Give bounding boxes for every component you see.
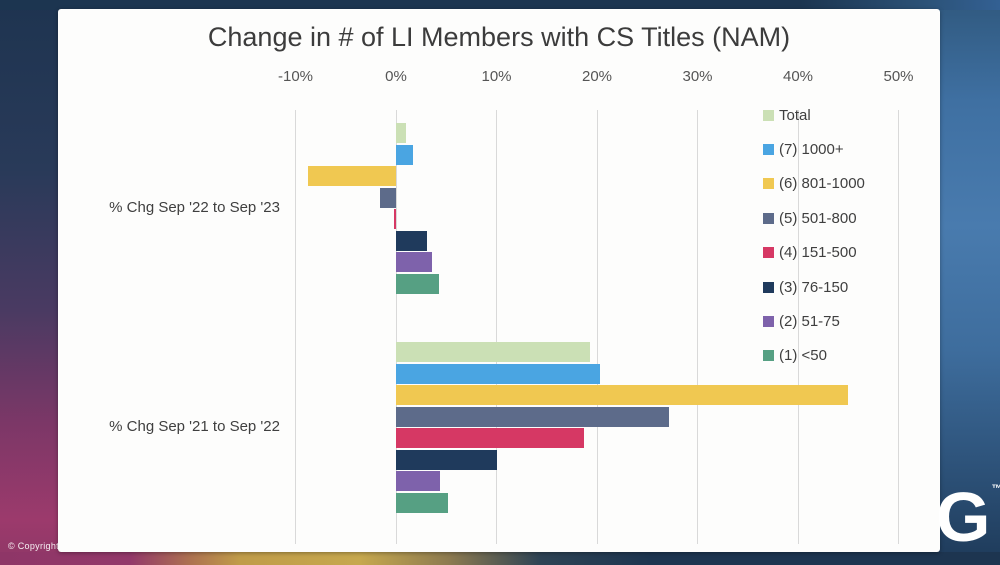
bar-7-1000-sep22-23 [396,144,414,165]
brand-logo: G™ [936,482,1000,552]
bar-6-801-1000-sep22-23 [307,166,396,187]
logo-letter-g: G [936,478,991,556]
legend-item: (5) 501-800 [763,208,857,228]
legend-swatch-icon [763,212,774,224]
bar-total-sep21-22 [396,342,590,363]
x-tick-label: 20% [581,68,613,85]
bar-4-151-500-sep21-22 [396,428,584,449]
bar-1-50-sep21-22 [396,492,449,513]
x-tick-label: -10% [277,68,314,85]
gridline [295,110,296,544]
gridline [697,110,698,544]
legend-item: (2) 51-75 [763,311,840,331]
legend-item: (1) <50 [763,346,827,366]
legend-swatch-icon [763,247,774,259]
legend-label: (7) 1000+ [779,140,844,158]
gridline [496,110,497,544]
legend-swatch-icon [763,109,774,121]
legend-item: (4) 151-500 [763,243,857,263]
legend-label: (6) 801-1000 [779,175,865,193]
bar-5-501-800-sep21-22 [396,406,670,427]
legend-item: (7) 1000+ [763,139,844,159]
legend-label: (3) 76-150 [779,278,849,296]
bar-7-1000-sep21-22 [396,363,600,384]
bar-3-76-150-sep22-23 [396,230,428,251]
bar-2-51-75-sep22-23 [396,252,433,273]
category-label: % Chg Sep '22 to Sep '23 [109,199,280,216]
chart-panel: Change in # of LI Members with CS Titles… [58,9,940,552]
plot-area: -10% 0% 10% 20% 30% 40% 50% % Chg Sep '22 to Se… [58,9,940,552]
x-tick-label: 50% [883,68,914,85]
legend-label: (4) 151-500 [779,244,857,262]
gridline [596,110,598,544]
x-tick-label: 0% [385,68,407,85]
legend-swatch-icon [763,178,774,190]
bar-6-801-1000-sep21-22 [396,385,849,406]
x-tick-label: 30% [682,68,713,85]
background-bottom-strip [0,552,1000,565]
gridline [797,110,799,544]
legend-label: Total [779,106,811,124]
zero-axis-line [395,110,397,544]
legend-item: (3) 76-150 [763,277,848,297]
copyright-text: © Copyright [8,541,59,551]
trademark-icon: ™ [991,483,1000,495]
bar-5-501-800-sep22-23 [379,187,396,208]
bar-1-50-sep22-23 [396,273,440,294]
legend-item: (6) 801-1000 [763,174,865,194]
legend-swatch-icon [763,315,774,327]
background-top-strip [0,0,1000,10]
legend-item: Total [763,105,811,125]
bar-total-sep22-23 [396,123,407,144]
bar-2-51-75-sep21-22 [396,471,441,492]
x-tick-label: 10% [481,68,512,85]
category-label: % Chg Sep '21 to Sep '22 [109,418,280,435]
bar-3-76-150-sep21-22 [396,449,497,470]
bar-4-151-500-sep22-23 [393,209,396,230]
x-tick-label: 40% [782,68,814,85]
gridline [898,110,899,544]
legend-label: (1) <50 [779,347,827,365]
legend-label: (5) 501-800 [779,209,857,227]
legend-swatch-icon [763,281,774,293]
legend-label: (2) 51-75 [779,312,840,330]
chart-title: Change in # of LI Members with CS Titles… [207,22,791,52]
legend-swatch-icon [763,143,774,155]
legend-swatch-icon [763,350,774,362]
